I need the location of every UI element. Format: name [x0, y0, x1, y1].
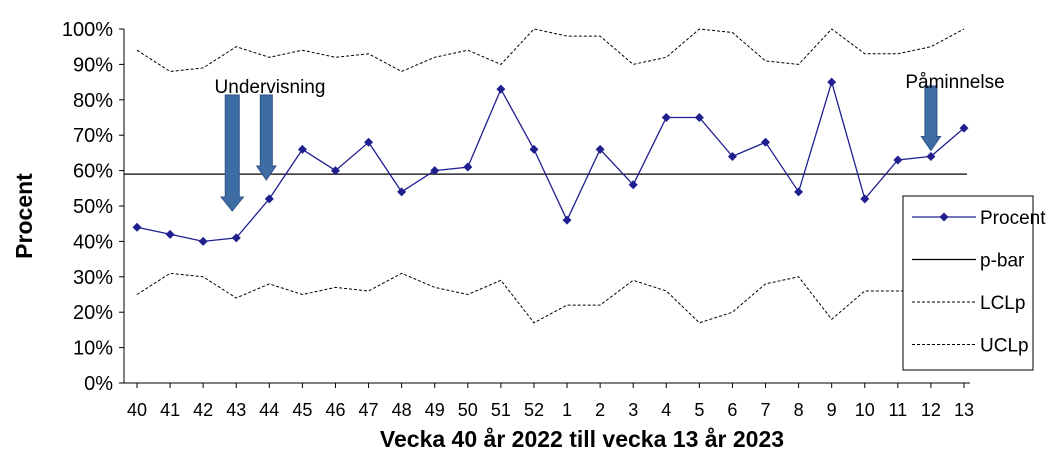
annotations: Undervisning Påminnelse [215, 72, 1005, 212]
legend: Procent p-bar LCLp UCLp [902, 195, 1046, 371]
x-tick-label: 3 [628, 400, 638, 420]
x-tick-label: 40 [127, 400, 147, 420]
data-point-procent [132, 222, 142, 232]
data-point-procent [231, 233, 241, 243]
y-tick-label: 70% [73, 125, 113, 147]
x-tick-label: 49 [425, 400, 445, 420]
data-point-procent [860, 194, 870, 204]
legend-marker-procent [939, 212, 949, 222]
x-tick-label: 50 [458, 400, 478, 420]
legend-label-lclp: LCLp [980, 293, 1025, 314]
x-tick-label: 6 [727, 400, 737, 420]
y-tick-label: 20% [73, 302, 113, 324]
y-tick-label: 100% [62, 19, 113, 41]
data-point-procent [264, 194, 274, 204]
data-point-procent [430, 166, 440, 176]
x-tick-label: 7 [761, 400, 771, 420]
x-tick-label: 1 [562, 400, 572, 420]
legend-label-procent: Procent [980, 208, 1046, 229]
y-tick-label: 60% [73, 161, 113, 183]
data-point-procent [761, 137, 771, 147]
x-tick-label: 45 [292, 400, 312, 420]
legend-box [902, 195, 1034, 371]
y-tick-label: 50% [73, 196, 113, 218]
y-tick-label: 80% [73, 90, 113, 112]
x-tick-label: 8 [794, 400, 804, 420]
annotation-label-undervisning: Undervisning [215, 77, 326, 98]
x-tick-label: 9 [827, 400, 837, 420]
data-point-procent [595, 144, 605, 154]
annotation-label-paminnelse: Påminnelse [905, 72, 1004, 93]
data-point-procent [926, 151, 936, 161]
data-point-procent [198, 236, 208, 246]
legend-label-p-bar: p-bar [980, 251, 1025, 272]
x-tick-label: 13 [954, 400, 974, 420]
data-point-procent [330, 166, 340, 176]
legend-label-uclp: UCLp [980, 336, 1029, 357]
x-tick-label: 51 [491, 400, 511, 420]
x-tick-label: 48 [392, 400, 412, 420]
x-axis-title: Vecka 40 år 2022 till vecka 13 år 2023 [380, 426, 784, 452]
x-tick-label: 41 [160, 400, 180, 420]
series-line-uclp [136, 28, 965, 73]
data-point-procent [893, 155, 903, 165]
data-point-procent [529, 144, 539, 154]
annotation-arrow [255, 94, 277, 181]
data-point-procent [562, 215, 572, 225]
x-tick-label: 52 [524, 400, 544, 420]
data-point-procent [727, 151, 737, 161]
y-tick-label: 0% [84, 373, 113, 395]
x-tick-label: 42 [193, 400, 213, 420]
x-axis: 40 41 42 43 44 45 46 47 48 49 50 51 52 1 2 3 4 5 6 7 8 9 10 11 1… [124, 382, 974, 420]
y-axis: 0% 10% 20% 30% 40% 50% 60% 70% 80% 90% 100% [62, 19, 125, 395]
y-tick-label: 90% [73, 54, 113, 76]
y-tick-label: 40% [73, 231, 113, 253]
data-point-procent [661, 113, 671, 122]
annotation-arrow [219, 94, 245, 212]
x-tick-label: 46 [325, 400, 345, 420]
x-tick-label: 44 [259, 400, 279, 420]
y-axis-title: Procent [11, 173, 37, 259]
y-tick-label: 30% [73, 267, 113, 289]
x-tick-label: 11 [888, 400, 907, 420]
data-point-procent [694, 113, 704, 122]
data-point-procent [165, 229, 175, 239]
data-point-procent [794, 187, 804, 197]
x-tick-label: 5 [694, 400, 704, 420]
data-point-procent [959, 123, 969, 133]
y-tick-label: 10% [73, 338, 113, 360]
x-tick-label: 4 [661, 400, 671, 420]
data-point-procent [496, 84, 506, 94]
data-point-procent [628, 180, 638, 190]
x-tick-label: 12 [921, 400, 941, 420]
data-point-procent [463, 162, 473, 172]
x-tick-label: 10 [855, 400, 875, 420]
data-point-procent [297, 144, 307, 154]
series-line-lclp [136, 272, 964, 324]
x-tick-label: 43 [226, 400, 246, 420]
data-point-procent [827, 77, 837, 87]
annotation-arrow [920, 85, 942, 152]
x-tick-label: 2 [595, 400, 605, 420]
series-line-procent [136, 79, 965, 243]
series-area [124, 28, 969, 324]
data-point-procent [364, 137, 374, 147]
data-point-procent [397, 187, 407, 197]
x-tick-label: 47 [359, 400, 379, 420]
